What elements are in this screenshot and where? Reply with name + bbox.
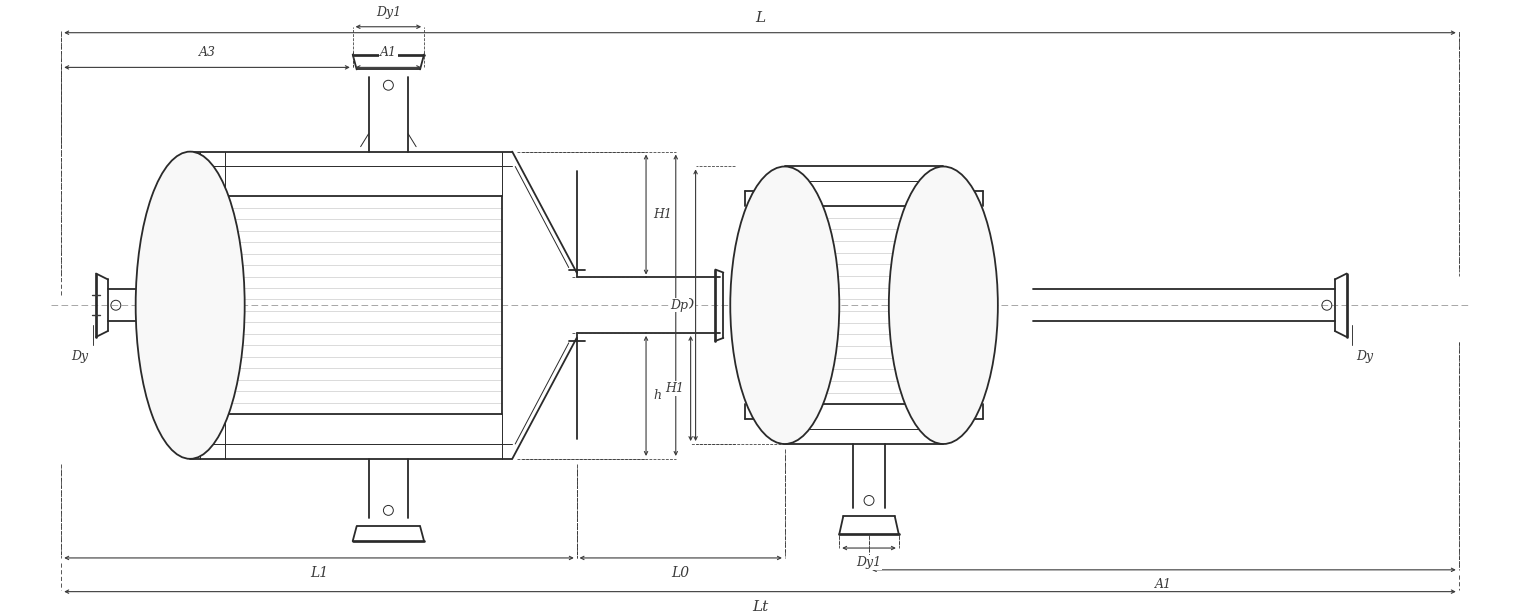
Text: Dy: Dy [1356,350,1374,363]
Text: Dy1: Dy1 [376,6,400,19]
Text: Dy1: Dy1 [857,556,881,569]
Text: A1: A1 [380,46,397,60]
Text: L: L [755,10,766,25]
Text: H1: H1 [665,382,683,395]
Text: A1: A1 [1155,578,1172,591]
Text: L1: L1 [310,566,329,580]
Text: Lt: Lt [752,599,769,614]
Text: D: D [683,298,694,312]
Text: L0: L0 [671,566,689,580]
Ellipse shape [889,166,998,444]
Text: H1: H1 [653,208,671,221]
Ellipse shape [135,152,245,459]
Text: h: h [653,389,661,402]
Text: Dy: Dy [72,350,88,363]
Text: A3: A3 [198,46,216,60]
Ellipse shape [731,166,839,444]
Text: Dp: Dp [671,299,688,312]
